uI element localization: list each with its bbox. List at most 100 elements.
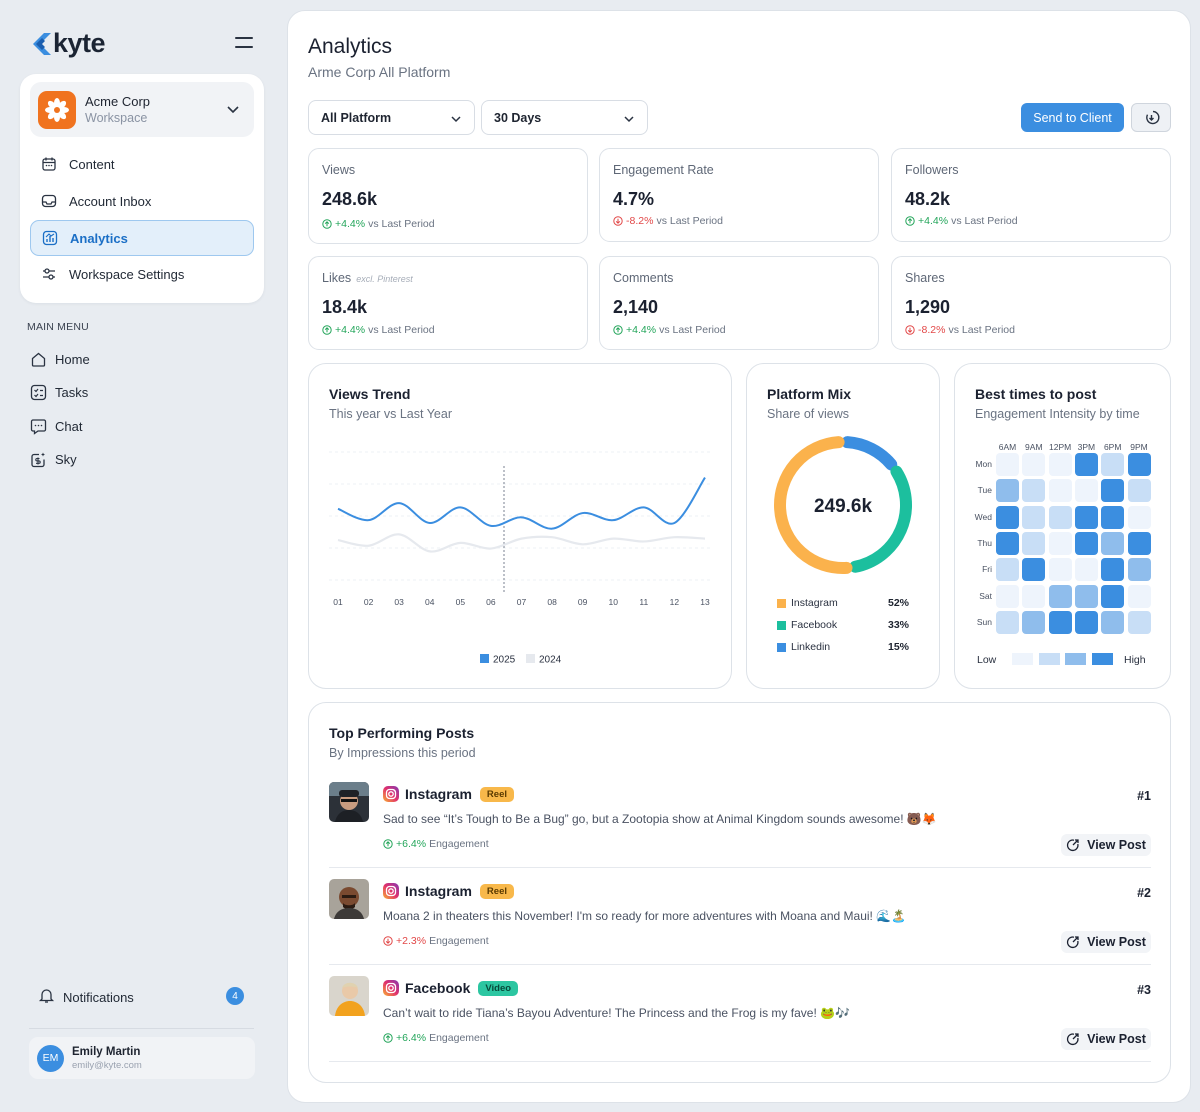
- stat-value: 248.6k: [322, 189, 378, 209]
- menu-item-sky[interactable]: Sky: [29, 447, 77, 471]
- post-thumbnail[interactable]: [329, 879, 369, 919]
- stat-delta: +4.4% vs Last Period: [322, 324, 435, 336]
- stat-delta-suffix: vs Last Period: [368, 324, 435, 336]
- legend-label: Instagram: [791, 597, 838, 609]
- post-row: Facebook Video #3 Can’t wait to ride Tiana’…: [329, 976, 1151, 1072]
- menu-item-tasks[interactable]: Tasks: [29, 380, 88, 404]
- stat-card-engagement-rate: Engagement Rate 4.7% -8.2% vs Last Period: [599, 148, 879, 242]
- heatmap-cell: [1074, 505, 1098, 529]
- heatmap-cell: [1048, 479, 1072, 503]
- divider: [329, 1061, 1151, 1062]
- instagram-icon: [383, 883, 399, 899]
- post-rank: #2: [1137, 886, 1151, 900]
- legend-swatch: [777, 642, 786, 652]
- brand-logo[interactable]: kyte: [33, 28, 106, 59]
- chat-icon: [29, 417, 47, 435]
- menu-toggle-icon[interactable]: [235, 37, 253, 49]
- heatmap-cell: [1127, 479, 1151, 503]
- stat-delta-suffix: vs Last Period: [659, 324, 726, 336]
- post-caption: Moana 2 in theaters this November! I'm s…: [383, 909, 907, 923]
- view-post-label: View Post: [1087, 838, 1146, 852]
- view-post-button[interactable]: View Post: [1061, 931, 1151, 953]
- stat-label-text: Comments: [613, 271, 674, 285]
- heatmap-cell: [1022, 531, 1046, 555]
- workspace-switcher[interactable]: Acme Corp Workspace: [30, 82, 254, 137]
- stat-value: 4.7%: [613, 189, 655, 209]
- nav-item-workspace-settings[interactable]: Workspace Settings: [30, 256, 254, 292]
- series-line-2024: [337, 533, 706, 553]
- scale-swatch: [1038, 653, 1060, 665]
- best-times-card: Best times to post Engagement Intensity …: [954, 363, 1171, 689]
- notifications-button[interactable]: Notifications 4: [38, 985, 246, 1009]
- nav-item-account-inbox[interactable]: Account Inbox: [30, 183, 254, 219]
- heatmap-cell: [1048, 531, 1072, 555]
- nav-item-analytics[interactable]: Analytics: [30, 220, 254, 256]
- menu-item-home[interactable]: Home: [29, 347, 90, 371]
- home-icon: [29, 350, 47, 368]
- stat-label-text: Views: [322, 163, 356, 177]
- stat-note: excl. Pinterest: [356, 274, 413, 284]
- heatmap-cell: [1101, 558, 1125, 582]
- post-thumbnail[interactable]: [329, 782, 369, 822]
- scale-high-label: High: [1124, 654, 1146, 666]
- date-range-select[interactable]: 30 Days: [481, 100, 648, 135]
- heatmap-cell: [996, 531, 1019, 555]
- legend-label: Linkedin: [791, 641, 831, 653]
- arrow-up-circle-icon: [905, 216, 915, 226]
- arrow-up-circle-icon: [383, 839, 393, 849]
- post-caption: Sad to see “It’s Tough to Be a Bug” go, …: [383, 812, 937, 826]
- x-tick-label: 04: [425, 597, 435, 607]
- heatmap-cell: [996, 479, 1019, 503]
- bell-icon: [38, 987, 55, 1007]
- heatmap-row-label: Sun: [976, 616, 992, 627]
- heatmap-cell: [1074, 610, 1098, 634]
- post-engagement-delta: +6.4%: [396, 1032, 427, 1044]
- top-posts-card: Top Performing Posts By Impressions this…: [308, 702, 1171, 1083]
- workspace-sub: Workspace: [85, 111, 148, 125]
- post-thumbnail[interactable]: [329, 976, 369, 1016]
- chart-icon: [41, 229, 59, 247]
- date-range-value: 30 Days: [494, 110, 542, 125]
- legend-label: Facebook: [791, 619, 838, 631]
- stat-delta-suffix: vs Last Period: [368, 218, 435, 230]
- platform-select[interactable]: All Platform: [308, 100, 475, 135]
- send-to-client-button[interactable]: Send to Client: [1021, 103, 1124, 132]
- arrow-up-circle-icon: [613, 325, 623, 335]
- heatmap-cell: [1101, 584, 1125, 608]
- heatmap-cell: [1127, 558, 1151, 582]
- heatmap-cell: [1127, 453, 1151, 476]
- chevron-down-icon: [624, 116, 634, 123]
- views-trend-title: Views Trend: [329, 386, 411, 402]
- heatmap-row-label: Tue: [977, 485, 992, 496]
- nav-item-label: Content: [69, 156, 115, 172]
- menu-item-chat[interactable]: Chat: [29, 414, 82, 438]
- legend-swatch-2024: [526, 654, 535, 663]
- post-engagement: +6.4% Engagement: [383, 1032, 489, 1044]
- legend-percent: 33%: [887, 619, 909, 631]
- stat-delta: +4.4% vs Last Period: [322, 218, 435, 230]
- stat-delta-value: +4.4%: [626, 324, 657, 336]
- heatmap-cell: [1127, 531, 1151, 555]
- sliders-icon: [40, 265, 58, 283]
- brand-name: kyte: [53, 28, 106, 58]
- heatmap-row-label: Thu: [977, 537, 992, 548]
- heatmap-cell: [1127, 610, 1151, 634]
- heatmap-cell: [1127, 505, 1151, 529]
- post-platform: Instagram: [405, 883, 472, 899]
- heatmap-col-label: 9AM: [1025, 442, 1043, 452]
- heatmap-cell: [1022, 610, 1046, 634]
- post-platform: Facebook: [405, 980, 471, 996]
- workspace-card: Acme Corp Workspace Content Account Inbo…: [20, 74, 264, 303]
- stat-delta-value: -8.2%: [918, 324, 946, 336]
- post-header: Facebook Video: [383, 980, 519, 996]
- stat-delta: -8.2% vs Last Period: [905, 324, 1015, 336]
- views-trend-chart: 01 02 03 04 05 06 07 08 09 10 11 12 13 2025 2024: [329, 451, 713, 666]
- export-button[interactable]: [1131, 103, 1171, 132]
- menu-item-label: Tasks: [55, 384, 89, 400]
- view-post-button[interactable]: View Post: [1061, 1028, 1151, 1050]
- view-post-button[interactable]: View Post: [1061, 834, 1151, 856]
- nav-item-content[interactable]: Content: [30, 146, 254, 182]
- user-profile[interactable]: EM Emily Martin emily@kyte.com: [29, 1037, 255, 1079]
- menu-item-label: Chat: [55, 418, 83, 434]
- stat-card-shares: Shares 1,290 -8.2% vs Last Period: [891, 256, 1171, 350]
